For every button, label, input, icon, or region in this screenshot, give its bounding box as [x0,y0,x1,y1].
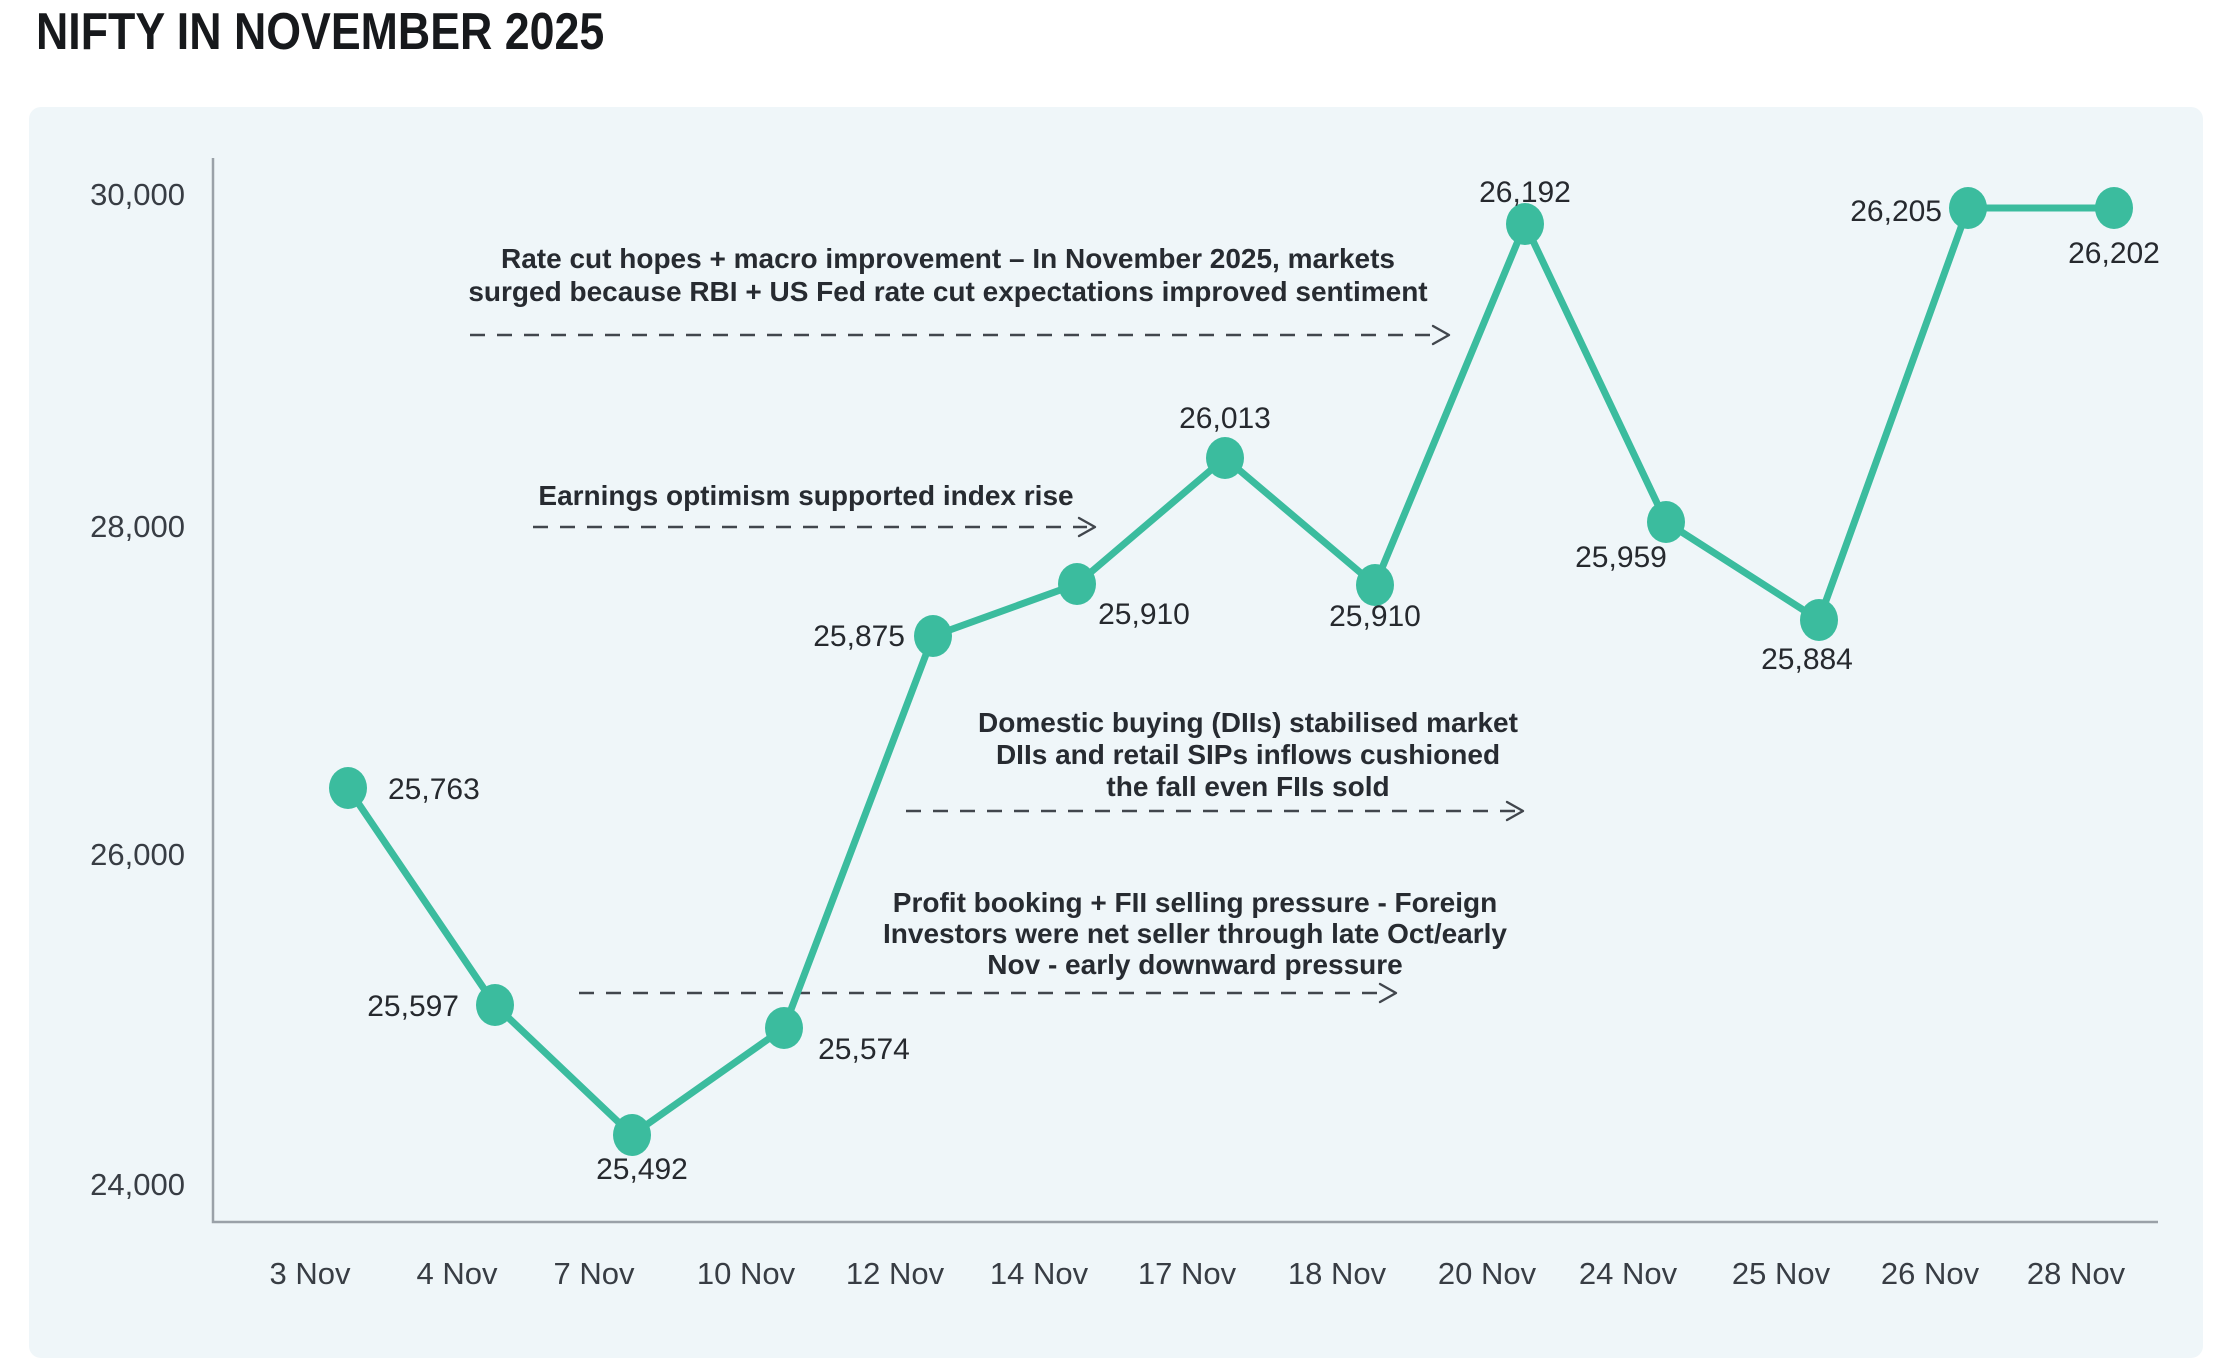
x-tick-label: 20 Nov [1438,1256,1537,1291]
data-point-label: 25,597 [367,990,459,1023]
data-point-marker [1206,437,1244,479]
annotation-text-3: Profit booking + FII selling pressure - … [893,887,1497,918]
data-point-marker [1949,187,1987,229]
data-point-label: 26,192 [1479,176,1571,209]
data-point-marker [765,1007,803,1049]
data-point-marker [914,615,952,657]
x-tick-label: 7 Nov [554,1256,635,1291]
x-tick-label: 25 Nov [1732,1256,1831,1291]
axes [211,158,2158,1224]
data-point-marker [1506,203,1544,245]
x-tick-label: 28 Nov [2027,1256,2126,1291]
page-title: NIFTY IN NOVEMBER 2025 [36,3,605,61]
annotation-arrowhead-3 [1378,982,1398,1004]
y-tick-label: 30,000 [90,177,185,212]
data-point-marker [1647,501,1685,543]
data-point-label: 25,574 [818,1033,910,1066]
annotation-text-2: DIIs and retail SIPs inflows cushioned [996,739,1500,770]
data-point-label: 25,910 [1098,598,1190,631]
annotation-arrowhead-0 [1431,324,1451,346]
x-tick-label: 24 Nov [1579,1256,1678,1291]
annotation-arrowhead-1 [1077,516,1097,538]
data-point-marker [1356,564,1394,606]
data-point-label: 25,910 [1329,600,1421,633]
data-point-label: 25,959 [1575,541,1667,574]
annotation-text-3: Nov - early downward pressure [987,949,1402,980]
x-tick-label: 26 Nov [1881,1256,1980,1291]
y-tick-label: 24,000 [90,1167,185,1202]
annotation-text-0: Rate cut hopes + macro improvement – In … [501,243,1395,274]
x-tick-label: 18 Nov [1288,1256,1387,1291]
data-point-marker [2095,187,2133,229]
data-point-marker [1800,599,1838,641]
x-tick-label: 10 Nov [697,1256,796,1291]
annotation-text-0: surged because RBI + US Fed rate cut exp… [468,276,1427,307]
data-point-label: 26,205 [1850,195,1942,228]
data-point-label: 25,875 [813,620,905,653]
data-point-marker [329,767,367,809]
x-tick-label: 17 Nov [1138,1256,1237,1291]
x-tick-label: 3 Nov [270,1256,351,1291]
data-point-label: 26,013 [1179,402,1271,435]
data-point-label: 26,202 [2068,237,2160,270]
data-point-marker [476,984,514,1026]
annotation-text-2: Domestic buying (DIIs) stabilised market [978,707,1518,738]
annotation-text-3: Investors were net seller through late O… [883,918,1507,949]
chart-panel [29,107,2203,1358]
annotation-text-1: Earnings optimism supported index rise [538,480,1073,511]
x-tick-label: 14 Nov [990,1256,1089,1291]
data-point-label: 25,763 [388,773,480,806]
data-point-label: 25,884 [1761,643,1853,676]
annotation-arrowhead-2 [1505,800,1525,822]
y-tick-label: 28,000 [90,509,185,544]
data-point-label: 25,492 [596,1153,688,1186]
y-tick-label: 26,000 [90,837,185,872]
annotation-text-2: the fall even FIIs sold [1106,771,1389,802]
data-point-marker [1058,563,1096,605]
data-point-marker [613,1114,651,1156]
x-tick-label: 4 Nov [417,1256,498,1291]
x-tick-label: 12 Nov [846,1256,945,1291]
